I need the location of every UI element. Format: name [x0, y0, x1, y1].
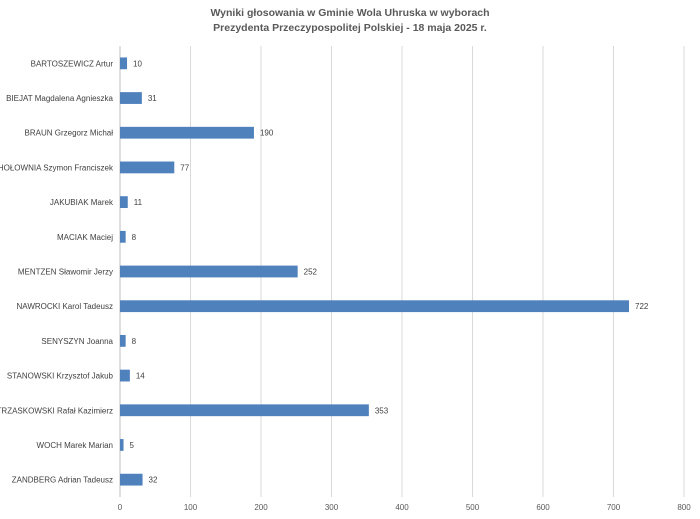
category-label: MENTZEN Sławomir Jerzy: [18, 268, 113, 277]
bar: [120, 300, 630, 313]
bar: [120, 92, 142, 104]
data-labels: 10 31 190 77 11 8 252 722 8 14 353 5 32: [130, 59, 649, 484]
x-tick-label: 400: [395, 503, 409, 512]
data-label: 32: [149, 476, 158, 485]
category-labels: BARTOSZEWICZ Artur BIEJAT Magdalena Agnie…: [0, 59, 114, 484]
x-tick-label: 200: [254, 503, 268, 512]
data-label: 31: [148, 94, 157, 103]
data-label: 77: [180, 163, 189, 172]
data-label: 11: [134, 198, 143, 207]
data-label: 14: [136, 372, 145, 381]
x-tick-label: 600: [536, 503, 550, 512]
chart-title-line-1: Wyniki głosowania w Gminie Wola Uhruska …: [210, 7, 489, 19]
category-label: TRZASKOWSKI Rafał Kazimierz: [0, 406, 113, 415]
data-label: 8: [132, 337, 137, 346]
bar: [120, 196, 128, 209]
chart-title-line-2: Prezydenta Przeczypospolitej Polskiej - …: [213, 22, 487, 34]
gridlines: [119, 46, 685, 497]
category-label: ZANDBERG Adrian Tadeusz: [12, 476, 113, 485]
bar: [120, 126, 254, 139]
category-label: WOCH Marek Marian: [37, 441, 113, 450]
x-axis-tick-labels: 0 100 200 300 400 500 600 700 800: [118, 503, 691, 512]
bar: [120, 161, 175, 174]
data-label: 10: [133, 59, 142, 68]
data-label: 353: [375, 406, 389, 415]
category-label: BRAUN Grzegorz Michał: [25, 129, 114, 138]
category-label: STANOWSKI Krzysztof Jakub: [7, 372, 114, 381]
chart-title: Wyniki głosowania w Gminie Wola Uhruska …: [210, 7, 489, 34]
category-label: HOŁOWNIA Szymon Franciszek: [0, 163, 114, 172]
bar: [120, 265, 298, 278]
data-label: 722: [635, 302, 649, 311]
x-tick-label: 800: [677, 503, 691, 512]
category-label: JAKUBIAK Marek: [50, 198, 114, 207]
bar: [120, 334, 126, 347]
x-tick-label: 500: [466, 503, 480, 512]
bar: [120, 473, 143, 486]
bar: [120, 404, 369, 417]
category-label: SENYSZYN Joanna: [41, 337, 113, 346]
x-tick-label: 0: [118, 503, 123, 512]
data-label: 5: [130, 441, 135, 450]
x-tick-label: 700: [607, 503, 621, 512]
data-label: 190: [260, 129, 274, 138]
bar: [120, 369, 130, 382]
bars: [120, 57, 630, 486]
category-label: NAWROCKI Karol Tadeusz: [17, 302, 113, 311]
x-tick-label: 100: [184, 503, 198, 512]
data-label: 8: [132, 233, 137, 242]
bar: [120, 57, 128, 70]
x-tick-label: 300: [325, 503, 339, 512]
data-label: 252: [304, 268, 318, 277]
bar: [120, 439, 124, 451]
category-label: MACIAK Maciej: [57, 233, 113, 242]
bar: [120, 230, 126, 243]
category-label: BIEJAT Magdalena Agnieszka: [6, 94, 113, 103]
category-label: BARTOSZEWICZ Artur: [31, 59, 114, 68]
